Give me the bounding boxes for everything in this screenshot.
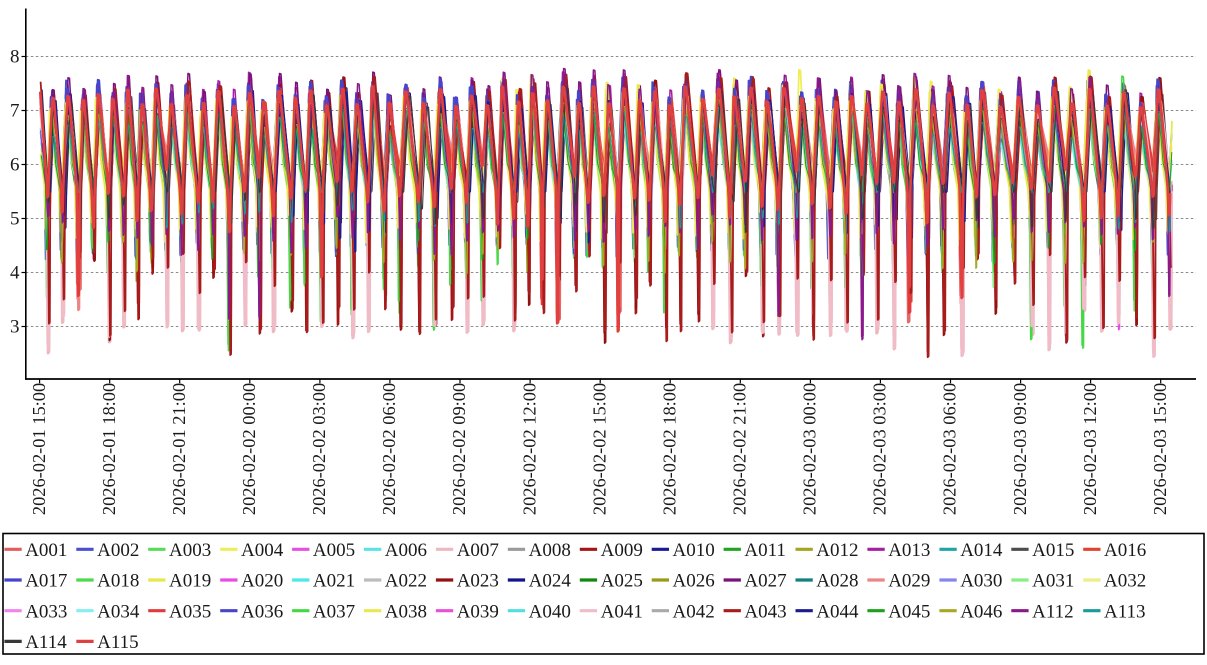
svg-text:A003: A003 (169, 540, 211, 561)
svg-text:A046: A046 (960, 601, 1002, 622)
svg-text:A007: A007 (457, 540, 499, 561)
svg-text:2026-02-03 00:00: 2026-02-03 00:00 (800, 383, 820, 515)
svg-text:A019: A019 (169, 571, 211, 592)
svg-text:A042: A042 (673, 601, 715, 622)
svg-text:A030: A030 (960, 571, 1002, 592)
svg-text:2026-02-01 21:00: 2026-02-01 21:00 (169, 383, 189, 515)
svg-text:A038: A038 (385, 601, 427, 622)
svg-text:A017: A017 (25, 571, 67, 592)
svg-text:A043: A043 (744, 601, 786, 622)
svg-text:4: 4 (10, 263, 20, 284)
svg-text:A112: A112 (1032, 601, 1074, 622)
svg-text:A037: A037 (313, 601, 355, 622)
svg-text:A025: A025 (601, 571, 643, 592)
svg-text:2026-02-02 06:00: 2026-02-02 06:00 (379, 383, 399, 515)
svg-text:A027: A027 (744, 571, 786, 592)
svg-text:A041: A041 (601, 601, 643, 622)
svg-text:A014: A014 (960, 540, 1003, 561)
svg-text:2026-02-02 09:00: 2026-02-02 09:00 (449, 383, 469, 515)
svg-text:A018: A018 (97, 571, 139, 592)
svg-text:A023: A023 (457, 571, 499, 592)
svg-text:A029: A029 (888, 571, 930, 592)
svg-text:A031: A031 (1032, 571, 1074, 592)
svg-text:2026-02-02 12:00: 2026-02-02 12:00 (519, 383, 539, 515)
svg-text:A001: A001 (25, 540, 67, 561)
svg-text:A045: A045 (888, 601, 930, 622)
svg-text:A035: A035 (169, 601, 211, 622)
svg-text:2026-02-02 03:00: 2026-02-02 03:00 (309, 383, 329, 515)
svg-text:6: 6 (10, 155, 20, 176)
svg-text:A021: A021 (313, 571, 355, 592)
svg-text:2026-02-02 15:00: 2026-02-02 15:00 (589, 383, 609, 515)
svg-text:A020: A020 (241, 571, 283, 592)
svg-text:A024: A024 (529, 571, 572, 592)
svg-text:A114: A114 (25, 632, 67, 653)
svg-text:A032: A032 (1104, 571, 1146, 592)
svg-text:A015: A015 (1032, 540, 1074, 561)
svg-text:A028: A028 (816, 571, 858, 592)
svg-text:A026: A026 (673, 571, 715, 592)
svg-text:A115: A115 (97, 632, 139, 653)
svg-text:A016: A016 (1104, 540, 1146, 561)
svg-text:A005: A005 (313, 540, 355, 561)
svg-text:2026-02-03 09:00: 2026-02-03 09:00 (1010, 383, 1030, 515)
svg-text:A006: A006 (385, 540, 427, 561)
svg-text:3: 3 (10, 317, 20, 338)
svg-text:2026-02-02 21:00: 2026-02-02 21:00 (730, 383, 750, 515)
svg-text:2026-02-02 00:00: 2026-02-02 00:00 (239, 383, 259, 515)
svg-text:A036: A036 (241, 601, 283, 622)
svg-text:5: 5 (10, 209, 20, 230)
svg-text:2026-02-03 15:00: 2026-02-03 15:00 (1150, 383, 1170, 515)
svg-text:A004: A004 (241, 540, 284, 561)
svg-text:2026-02-02 18:00: 2026-02-02 18:00 (659, 383, 679, 515)
svg-text:A039: A039 (457, 601, 499, 622)
svg-text:A009: A009 (601, 540, 643, 561)
svg-text:A013: A013 (888, 540, 930, 561)
svg-text:A011: A011 (744, 540, 786, 561)
svg-text:A113: A113 (1104, 601, 1146, 622)
svg-text:A012: A012 (816, 540, 858, 561)
svg-text:2026-02-03 12:00: 2026-02-03 12:00 (1080, 383, 1100, 515)
svg-text:A033: A033 (25, 601, 67, 622)
svg-text:A040: A040 (529, 601, 571, 622)
svg-text:A034: A034 (97, 601, 140, 622)
svg-text:A008: A008 (529, 540, 571, 561)
svg-text:8: 8 (10, 47, 20, 68)
svg-text:2026-02-01 18:00: 2026-02-01 18:00 (99, 383, 119, 515)
svg-text:A022: A022 (385, 571, 427, 592)
svg-text:A044: A044 (816, 601, 859, 622)
svg-text:A002: A002 (97, 540, 139, 561)
svg-text:2026-02-03 06:00: 2026-02-03 06:00 (940, 383, 960, 515)
svg-text:7: 7 (10, 101, 20, 122)
svg-text:2026-02-03 03:00: 2026-02-03 03:00 (870, 383, 890, 515)
svg-text:A010: A010 (673, 540, 715, 561)
svg-text:2026-02-01 15:00: 2026-02-01 15:00 (29, 383, 49, 515)
